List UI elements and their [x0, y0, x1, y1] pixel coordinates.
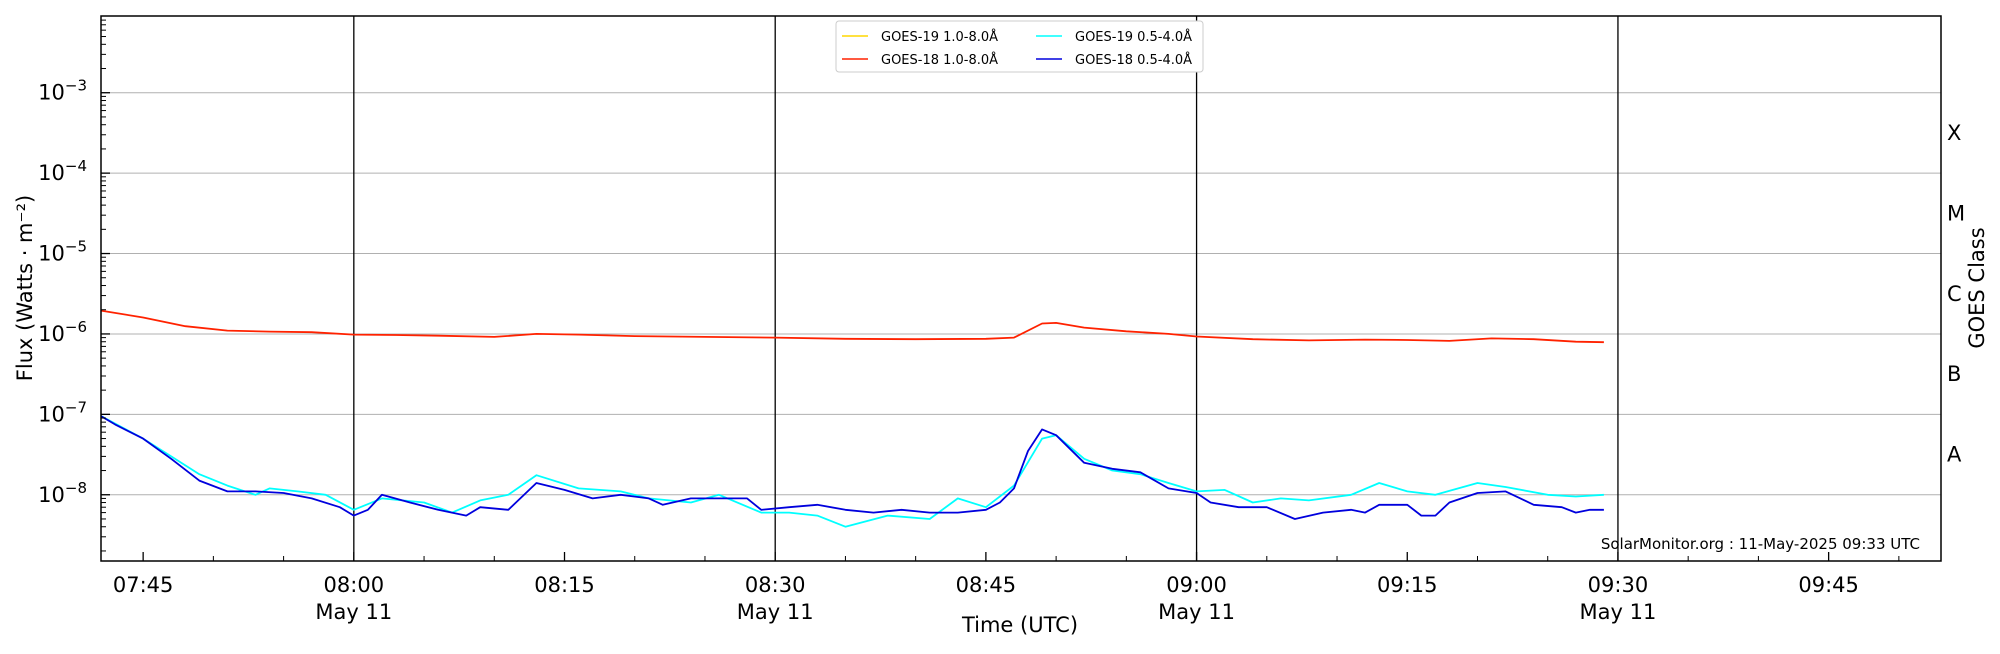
legend-label-goes19-long: GOES-19 1.0-8.0Å: [881, 29, 998, 45]
axis-ticks: 10−8 10−7 10−6 10−5 10−4 10−3 07:45 08:00 May 11…: [38, 19, 1965, 624]
y-axis-title: Flux (Watts · m⁻²): [13, 195, 37, 381]
legend-label-goes19-short: GOES-19 0.5-4.0Å: [1075, 29, 1192, 45]
x-tick-sublabel: May 11: [315, 600, 392, 624]
y-tick-label: 10−5: [38, 238, 87, 266]
goes-class-label: X: [1947, 121, 1961, 145]
credit-annotation: SolarMonitor.org : 11-May-2025 09:33 UTC: [1601, 535, 1920, 553]
y-tick-label: 10−8: [38, 479, 87, 507]
x-tick-label: 08:00: [324, 573, 385, 597]
day-marker-lines: [353, 16, 1619, 561]
goes-class-label: B: [1947, 362, 1961, 386]
legend-box: [835, 20, 1204, 73]
series-line-4: [100, 415, 1604, 520]
goes-class-label: C: [1947, 282, 1962, 306]
x-tick-label: 09:00: [1166, 573, 1227, 597]
x-tick-label: 08:45: [956, 573, 1017, 597]
series-line-2: [100, 309, 1604, 344]
x-tick-label: 08:15: [534, 573, 595, 597]
x-tick-sublabel: May 11: [1580, 600, 1657, 624]
goes-class-label: M: [1947, 201, 1965, 225]
x-tick-sublabel: May 11: [1158, 600, 1235, 624]
x-tick-label: 09:15: [1377, 573, 1438, 597]
x-tick-label: 08:30: [745, 573, 806, 597]
y-tick-label: 10−4: [38, 157, 87, 185]
series-line-3: [100, 415, 1604, 528]
legend-label-goes18-long: GOES-18 1.0-8.0Å: [881, 52, 998, 68]
y-tick-label: 10−3: [38, 77, 87, 105]
x-axis-title: Time (UTC): [961, 613, 1078, 637]
goes-class-axis-title: GOES Class: [1965, 227, 1989, 348]
legend: GOES-19 1.0-8.0Å GOES-18 1.0-8.0Å GOES-1…: [835, 20, 1204, 73]
x-tick-label: 07:45: [113, 573, 174, 597]
plot-frame: [100, 15, 1942, 562]
y-tick-label: 10−7: [38, 398, 87, 426]
x-tick-sublabel: May 11: [737, 600, 814, 624]
grid-layer: [101, 92, 1941, 496]
series-layer: [100, 309, 1604, 528]
legend-label-goes18-short: GOES-18 0.5-4.0Å: [1075, 52, 1192, 68]
x-tick-label: 09:45: [1798, 573, 1859, 597]
y-tick-label: 10−6: [38, 318, 87, 346]
x-tick-label: 09:30: [1588, 573, 1649, 597]
goes-class-label: A: [1947, 443, 1962, 467]
